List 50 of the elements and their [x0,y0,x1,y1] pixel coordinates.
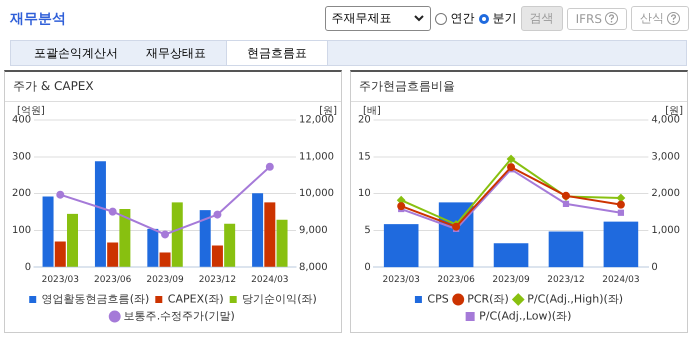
y2-tick-label: 4,000 [651,114,680,126]
x-tick-label: 2023/12 [198,274,236,285]
legend-label: 보통주.수정주가(기말) [124,309,235,322]
x-tick-label: 2023/03 [382,274,420,285]
legend-label: P/C(Adj.,Low)(좌) [479,309,572,322]
y-tick-label: 15 [358,151,371,162]
legend-label: CPS [427,292,449,306]
text: IFRS [566,8,627,30]
text: 재무분석 [10,10,66,28]
x-tick-label: 2024/03 [602,274,640,285]
text: 산식 [631,6,689,31]
x-tick-label: 2023/09 [492,274,530,285]
y-tick-label: 200 [12,188,32,200]
y2-tick-label: 2,000 [651,188,680,200]
y2-tick-label: 8,000 [299,262,328,273]
y-tick-label: 400 [12,114,32,126]
text: 현금흐름표 [226,41,328,65]
y-tick-label: 10 [358,188,371,200]
x-tick-label: 2023/03 [42,274,79,285]
y-tick-label: 300 [12,151,32,162]
text: 포괄손익계산서 [33,45,119,62]
text: 재무상태표 [145,45,207,62]
x-tick-label: 2023/06 [437,274,476,285]
y-tick-label: 5 [364,224,371,236]
y2-tick-label: 1,000 [651,224,680,236]
y2-tick-label: 12,000 [299,114,334,126]
y-tick-label: 0 [364,262,371,273]
chart-title: 주가현금흐름비율 [351,72,687,102]
y-tick-label: 20 [358,114,371,126]
y2-tick-label: 3,000 [651,151,680,162]
text: 연간 [450,11,475,25]
x-tick-label: 2023/09 [146,274,184,285]
legend-label: P/C(Adj.,High)(좌) [527,292,624,306]
legend-label: 당기순이익(좌) [242,292,317,306]
y-tick-label: 100 [12,224,32,236]
text: 주재무제표 [324,6,431,31]
legend-label: 영업활동현금흐름(좌) [42,292,150,306]
y2-tick-label: 10,000 [299,188,334,200]
x-tick-label: 2024/03 [251,274,289,285]
x-tick-label: 2023/06 [94,274,132,285]
y-tick-label: 0 [24,262,32,273]
text: 분기 [492,11,517,25]
legend-label: CAPEX(좌) [168,292,224,306]
y2-tick-label: 11,000 [299,151,334,162]
x-tick-label: 2023/12 [547,274,585,285]
legend-label: PCR(좌) [467,292,509,306]
chart-title: 주가 & CAPEX [5,72,341,102]
y2-tick-label: 0 [651,262,658,273]
text: 검색 [520,6,563,31]
y2-tick-label: 9,000 [299,224,328,236]
